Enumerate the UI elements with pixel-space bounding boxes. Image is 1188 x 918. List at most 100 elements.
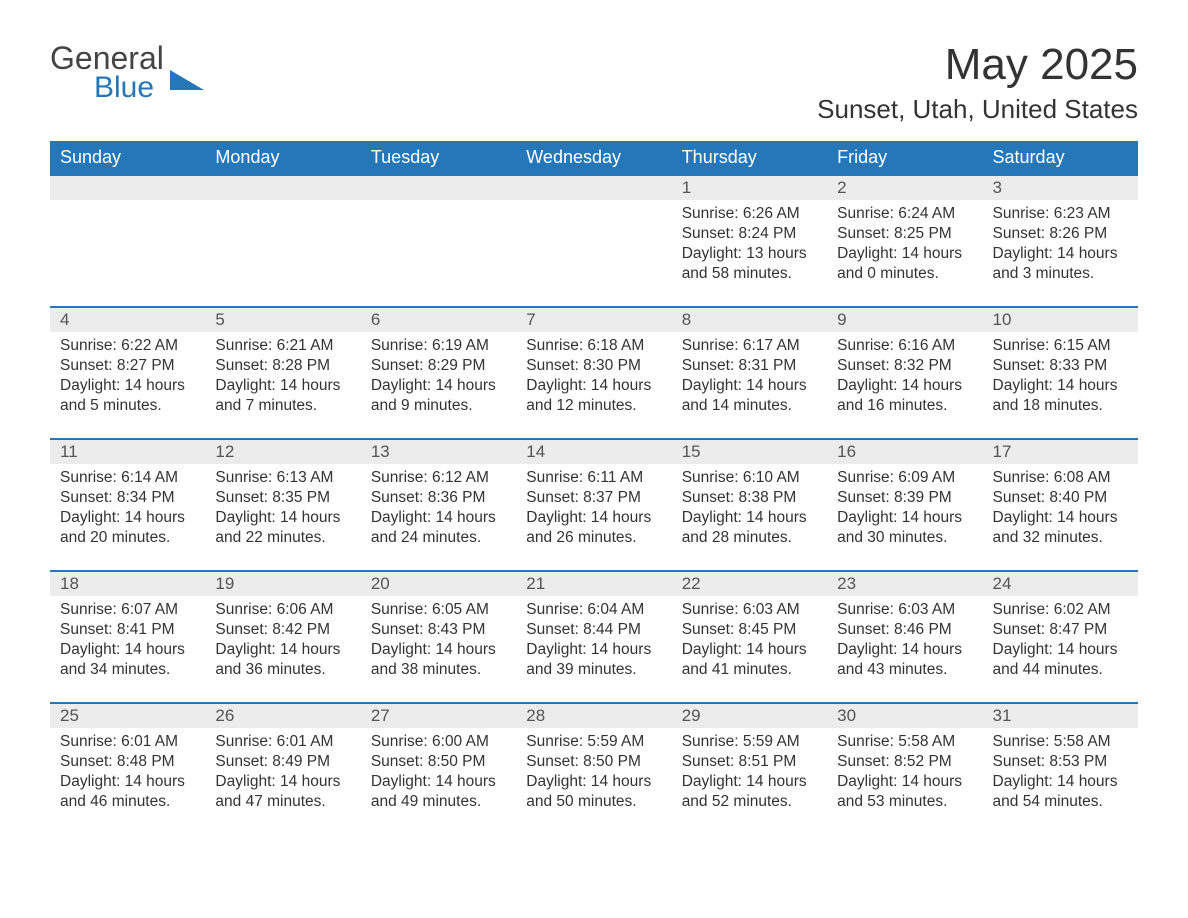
sunset-line: Sunset: 8:32 PM <box>837 356 972 376</box>
sunrise-line: Sunrise: 6:11 AM <box>526 468 661 488</box>
location: Sunset, Utah, United States <box>817 94 1138 125</box>
calendar-cell: 21Sunrise: 6:04 AMSunset: 8:44 PMDayligh… <box>516 570 671 702</box>
calendar-cell: . <box>50 174 205 306</box>
sunset-line: Sunset: 8:44 PM <box>526 620 661 640</box>
sunrise-line: Sunrise: 6:23 AM <box>993 204 1128 224</box>
calendar-cell: 26Sunrise: 6:01 AMSunset: 8:49 PMDayligh… <box>205 702 360 834</box>
day-number: 5 <box>205 306 360 332</box>
daylight-line: Daylight: 14 hours and 5 minutes. <box>60 376 195 416</box>
title-block: May 2025 Sunset, Utah, United States <box>817 40 1138 125</box>
sunrise-line: Sunrise: 6:13 AM <box>215 468 350 488</box>
sunrise-line: Sunrise: 6:15 AM <box>993 336 1128 356</box>
day-body: Sunrise: 5:59 AMSunset: 8:50 PMDaylight:… <box>516 728 671 817</box>
calendar-row: 11Sunrise: 6:14 AMSunset: 8:34 PMDayligh… <box>50 438 1138 570</box>
weekday-header: Sunday <box>50 141 205 174</box>
weekday-header: Thursday <box>672 141 827 174</box>
sunrise-line: Sunrise: 6:07 AM <box>60 600 195 620</box>
calendar-cell: 4Sunrise: 6:22 AMSunset: 8:27 PMDaylight… <box>50 306 205 438</box>
day-number: 28 <box>516 702 671 728</box>
sunrise-line: Sunrise: 6:14 AM <box>60 468 195 488</box>
sunset-line: Sunset: 8:50 PM <box>371 752 506 772</box>
day-number: 30 <box>827 702 982 728</box>
day-number: 19 <box>205 570 360 596</box>
sunrise-line: Sunrise: 6:22 AM <box>60 336 195 356</box>
day-number: 9 <box>827 306 982 332</box>
day-body: Sunrise: 6:05 AMSunset: 8:43 PMDaylight:… <box>361 596 516 685</box>
weekday-header: Wednesday <box>516 141 671 174</box>
sunrise-line: Sunrise: 6:18 AM <box>526 336 661 356</box>
day-number: 29 <box>672 702 827 728</box>
day-body: Sunrise: 6:08 AMSunset: 8:40 PMDaylight:… <box>983 464 1138 553</box>
sunset-line: Sunset: 8:35 PM <box>215 488 350 508</box>
daylight-line: Daylight: 14 hours and 24 minutes. <box>371 508 506 548</box>
sunrise-line: Sunrise: 6:10 AM <box>682 468 817 488</box>
calendar-cell: 24Sunrise: 6:02 AMSunset: 8:47 PMDayligh… <box>983 570 1138 702</box>
calendar-cell: 28Sunrise: 5:59 AMSunset: 8:50 PMDayligh… <box>516 702 671 834</box>
sunset-line: Sunset: 8:28 PM <box>215 356 350 376</box>
daylight-line: Daylight: 14 hours and 20 minutes. <box>60 508 195 548</box>
sunset-line: Sunset: 8:42 PM <box>215 620 350 640</box>
day-body: Sunrise: 6:00 AMSunset: 8:50 PMDaylight:… <box>361 728 516 817</box>
sunset-line: Sunset: 8:40 PM <box>993 488 1128 508</box>
daylight-line: Daylight: 14 hours and 47 minutes. <box>215 772 350 812</box>
day-body: Sunrise: 6:21 AMSunset: 8:28 PMDaylight:… <box>205 332 360 421</box>
calendar-cell: 20Sunrise: 6:05 AMSunset: 8:43 PMDayligh… <box>361 570 516 702</box>
calendar-cell: 22Sunrise: 6:03 AMSunset: 8:45 PMDayligh… <box>672 570 827 702</box>
day-number: 14 <box>516 438 671 464</box>
calendar-cell: 31Sunrise: 5:58 AMSunset: 8:53 PMDayligh… <box>983 702 1138 834</box>
daylight-line: Daylight: 14 hours and 30 minutes. <box>837 508 972 548</box>
daylight-line: Daylight: 14 hours and 18 minutes. <box>993 376 1128 416</box>
calendar-cell: 5Sunrise: 6:21 AMSunset: 8:28 PMDaylight… <box>205 306 360 438</box>
sunrise-line: Sunrise: 6:01 AM <box>60 732 195 752</box>
day-number: . <box>50 174 205 200</box>
day-body: Sunrise: 5:58 AMSunset: 8:52 PMDaylight:… <box>827 728 982 817</box>
day-number: 11 <box>50 438 205 464</box>
calendar-cell: . <box>205 174 360 306</box>
day-number: 17 <box>983 438 1138 464</box>
day-number: . <box>361 174 516 200</box>
sunrise-line: Sunrise: 6:03 AM <box>682 600 817 620</box>
day-number: 13 <box>361 438 516 464</box>
day-body: Sunrise: 6:17 AMSunset: 8:31 PMDaylight:… <box>672 332 827 421</box>
daylight-line: Daylight: 14 hours and 32 minutes. <box>993 508 1128 548</box>
day-body: Sunrise: 6:06 AMSunset: 8:42 PMDaylight:… <box>205 596 360 685</box>
day-body: Sunrise: 5:59 AMSunset: 8:51 PMDaylight:… <box>672 728 827 817</box>
day-number: 7 <box>516 306 671 332</box>
daylight-line: Daylight: 14 hours and 50 minutes. <box>526 772 661 812</box>
day-number: 4 <box>50 306 205 332</box>
day-number: 12 <box>205 438 360 464</box>
daylight-line: Daylight: 14 hours and 39 minutes. <box>526 640 661 680</box>
daylight-line: Daylight: 14 hours and 16 minutes. <box>837 376 972 416</box>
sunrise-line: Sunrise: 5:59 AM <box>526 732 661 752</box>
day-number: 25 <box>50 702 205 728</box>
sunrise-line: Sunrise: 6:02 AM <box>993 600 1128 620</box>
calendar-cell: 16Sunrise: 6:09 AMSunset: 8:39 PMDayligh… <box>827 438 982 570</box>
calendar-cell: 1Sunrise: 6:26 AMSunset: 8:24 PMDaylight… <box>672 174 827 306</box>
day-number: 20 <box>361 570 516 596</box>
calendar-cell: 15Sunrise: 6:10 AMSunset: 8:38 PMDayligh… <box>672 438 827 570</box>
sunset-line: Sunset: 8:50 PM <box>526 752 661 772</box>
calendar-cell: 25 Sunrise: 6:01 AMSunset: 8:48 PMDayligh… <box>50 702 205 834</box>
calendar-cell: . <box>516 174 671 306</box>
daylight-line: Daylight: 14 hours and 46 minutes. <box>60 772 195 812</box>
day-number: 23 <box>827 570 982 596</box>
calendar-cell: 10Sunrise: 6:15 AMSunset: 8:33 PMDayligh… <box>983 306 1138 438</box>
day-number: 3 <box>983 174 1138 200</box>
sunrise-line: Sunrise: 6:21 AM <box>215 336 350 356</box>
day-body: Sunrise: 6:13 AMSunset: 8:35 PMDaylight:… <box>205 464 360 553</box>
sunset-line: Sunset: 8:48 PM <box>60 752 195 772</box>
calendar-cell: 9Sunrise: 6:16 AMSunset: 8:32 PMDaylight… <box>827 306 982 438</box>
sunset-line: Sunset: 8:31 PM <box>682 356 817 376</box>
calendar-cell: . <box>361 174 516 306</box>
sunrise-line: Sunrise: 6:06 AM <box>215 600 350 620</box>
weekday-header: Tuesday <box>361 141 516 174</box>
day-number: 26 <box>205 702 360 728</box>
sunset-line: Sunset: 8:34 PM <box>60 488 195 508</box>
day-number: 6 <box>361 306 516 332</box>
calendar-cell: 6Sunrise: 6:19 AMSunset: 8:29 PMDaylight… <box>361 306 516 438</box>
day-body: Sunrise: 6:15 AMSunset: 8:33 PMDaylight:… <box>983 332 1138 421</box>
sunset-line: Sunset: 8:43 PM <box>371 620 506 640</box>
calendar-cell: 18Sunrise: 6:07 AMSunset: 8:41 PMDayligh… <box>50 570 205 702</box>
sunrise-line: Sunrise: 6:12 AM <box>371 468 506 488</box>
daylight-line: Daylight: 14 hours and 14 minutes. <box>682 376 817 416</box>
